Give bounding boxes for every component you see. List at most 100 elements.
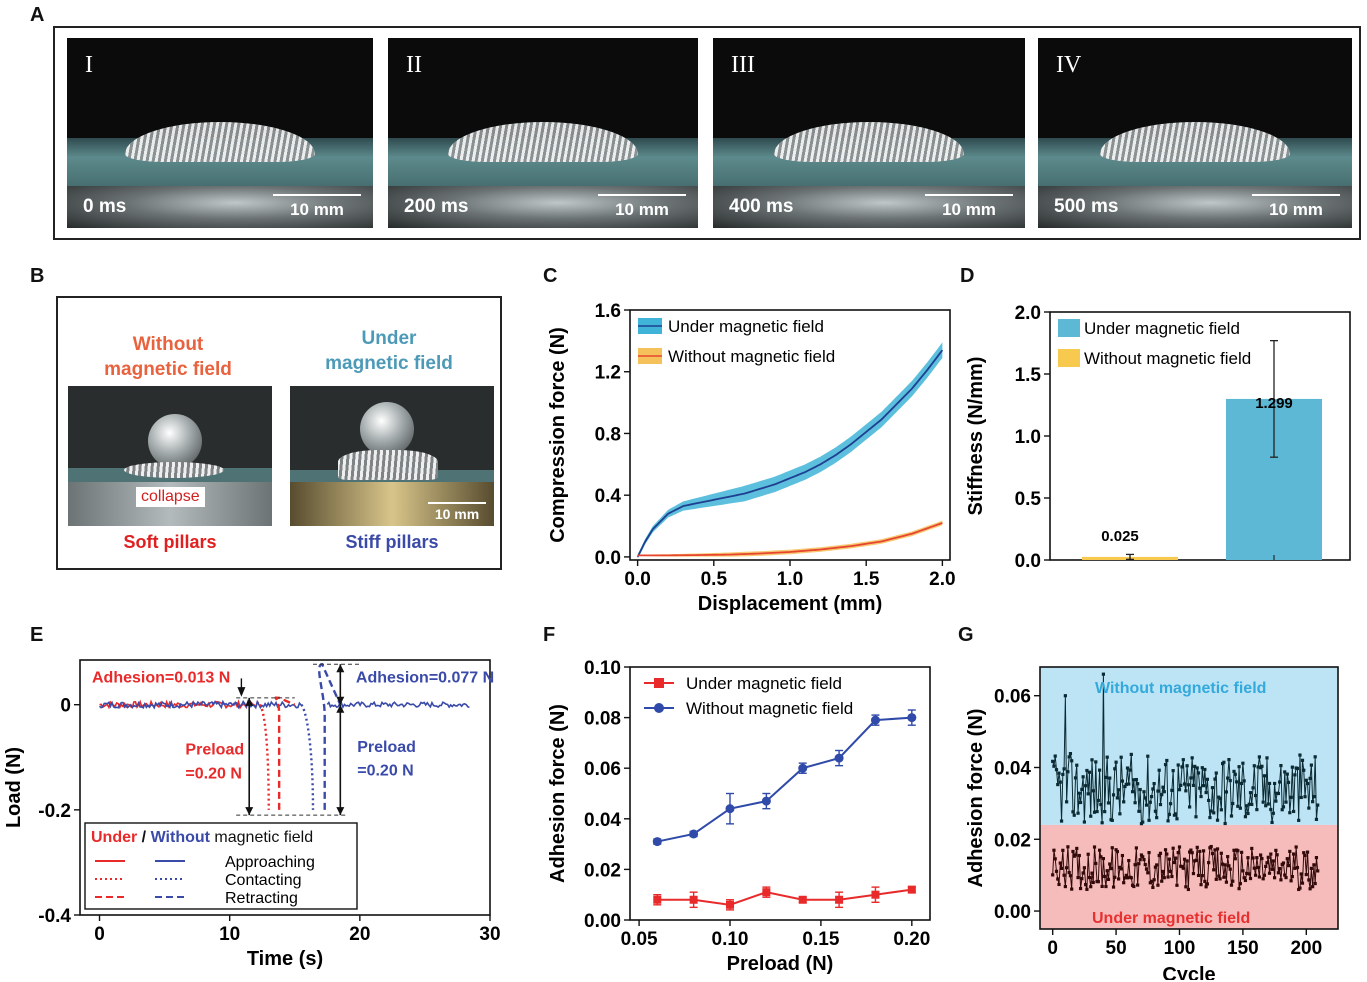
contact-curve-under — [258, 703, 270, 810]
data-point — [1312, 795, 1316, 799]
panel-letter-c: C — [543, 265, 558, 287]
data-point — [1151, 787, 1155, 791]
data-point — [653, 895, 662, 904]
data-point — [1191, 783, 1196, 787]
data-point — [1181, 758, 1185, 762]
data-point — [1286, 780, 1291, 785]
data-point — [1098, 768, 1102, 772]
preload-arrow-without-head — [336, 704, 345, 713]
data-point — [907, 713, 917, 723]
data-point — [1228, 778, 1232, 783]
panel-letter-f: F — [543, 624, 556, 646]
y-tick-label: 0.04 — [584, 810, 621, 831]
data-point — [1162, 876, 1166, 880]
data-point — [1186, 783, 1190, 787]
data-point — [1106, 801, 1111, 805]
data-point — [1109, 866, 1113, 871]
x-tick-label: 100 — [1164, 938, 1196, 959]
data-point — [1161, 869, 1165, 874]
data-point — [1119, 755, 1123, 759]
series-line-under — [1052, 845, 1319, 891]
data-point — [1293, 866, 1297, 870]
data-point — [1255, 808, 1259, 812]
data-point — [1242, 876, 1246, 880]
data-point — [1051, 873, 1055, 877]
y-tick-label: 0 — [60, 696, 71, 717]
data-point — [1108, 862, 1112, 866]
data-point — [1166, 819, 1170, 823]
scale-bar: 10 mm — [1252, 194, 1340, 220]
data-point — [1300, 758, 1305, 762]
data-point — [1104, 884, 1108, 889]
photo-frame-4: IV 500 ms 10 mm — [1038, 38, 1352, 228]
data-point — [1231, 879, 1235, 883]
data-point — [1233, 772, 1237, 776]
data-point — [1115, 796, 1119, 800]
data-point — [798, 763, 808, 773]
y-tick-label: 0.00 — [994, 902, 1031, 923]
legend-swatch — [1058, 319, 1080, 337]
bar-value-label: 1.299 — [1255, 395, 1293, 412]
adhesion-under-label: Adhesion=0.013 N — [92, 669, 230, 686]
panel-letter-a: A — [30, 4, 45, 26]
data-point — [1269, 807, 1273, 812]
data-point — [1076, 811, 1080, 815]
preload-without-label: Preload — [357, 739, 416, 756]
x-axis-label: Preload (N) — [727, 953, 834, 975]
data-point — [1274, 848, 1278, 852]
data-point — [1053, 754, 1057, 758]
data-point — [1176, 850, 1180, 855]
y-tick-label: 0.02 — [994, 830, 1031, 851]
data-point — [1251, 786, 1255, 790]
data-point — [1256, 865, 1260, 870]
data-point — [1198, 786, 1202, 790]
frame-roman-label: IV — [1056, 52, 1082, 78]
legend-row-label: Approaching — [225, 854, 315, 871]
data-point — [1057, 882, 1061, 887]
data-point — [1240, 781, 1244, 786]
y-tick-label: 2.0 — [1015, 303, 1041, 324]
data-point — [1147, 818, 1151, 822]
data-point — [1073, 776, 1078, 780]
x-tick-label: 20 — [349, 924, 370, 945]
data-point — [1283, 873, 1287, 877]
data-point — [1138, 858, 1142, 862]
data-point — [761, 796, 771, 806]
data-point — [1203, 879, 1207, 883]
scale-bar: 10 mm — [598, 194, 686, 220]
chart-c-compression: 0.0 0.5 1.0 1.5 2.0 0.0 0.4 0.8 1.2 1.6 Displaceme… — [547, 301, 956, 615]
data-point — [1063, 694, 1067, 698]
data-point — [1312, 863, 1316, 867]
adhesion-arrow-under-head — [237, 687, 246, 697]
data-point — [1080, 787, 1084, 792]
data-point — [1207, 861, 1211, 865]
legend-title-part: / — [137, 829, 150, 846]
data-point — [1092, 845, 1097, 849]
data-point — [1190, 756, 1194, 760]
data-point — [1143, 796, 1147, 800]
data-point — [1132, 884, 1136, 889]
data-point — [1078, 886, 1083, 891]
data-point — [1182, 857, 1187, 861]
data-point — [1113, 875, 1117, 879]
y-tick-label: 0.10 — [584, 658, 621, 679]
data-point — [1058, 780, 1062, 784]
data-point — [1228, 867, 1232, 871]
data-point — [1136, 782, 1140, 786]
approach-line-without — [98, 699, 302, 710]
data-point — [1188, 805, 1192, 809]
data-point — [1295, 865, 1300, 870]
data-point — [1229, 883, 1234, 887]
chart-f-adhesion-preload: 0.05 0.10 0.15 0.20 0.00 0.02 0.04 0.06 0.08 0.10… — [547, 658, 931, 975]
data-point — [1212, 868, 1216, 872]
y-tick-label: 1.5 — [1015, 365, 1042, 386]
data-point — [1299, 872, 1303, 876]
data-point — [1264, 804, 1268, 808]
data-point — [1309, 866, 1313, 870]
y-tick-label: 0.0 — [1015, 551, 1041, 572]
panel-b-frame: Without magnetic field Under magnetic fiel… — [56, 296, 502, 570]
data-point — [1113, 767, 1117, 771]
data-point — [1272, 781, 1277, 786]
data-point — [1110, 846, 1114, 850]
x-axis-label: Time (s) — [247, 948, 323, 970]
